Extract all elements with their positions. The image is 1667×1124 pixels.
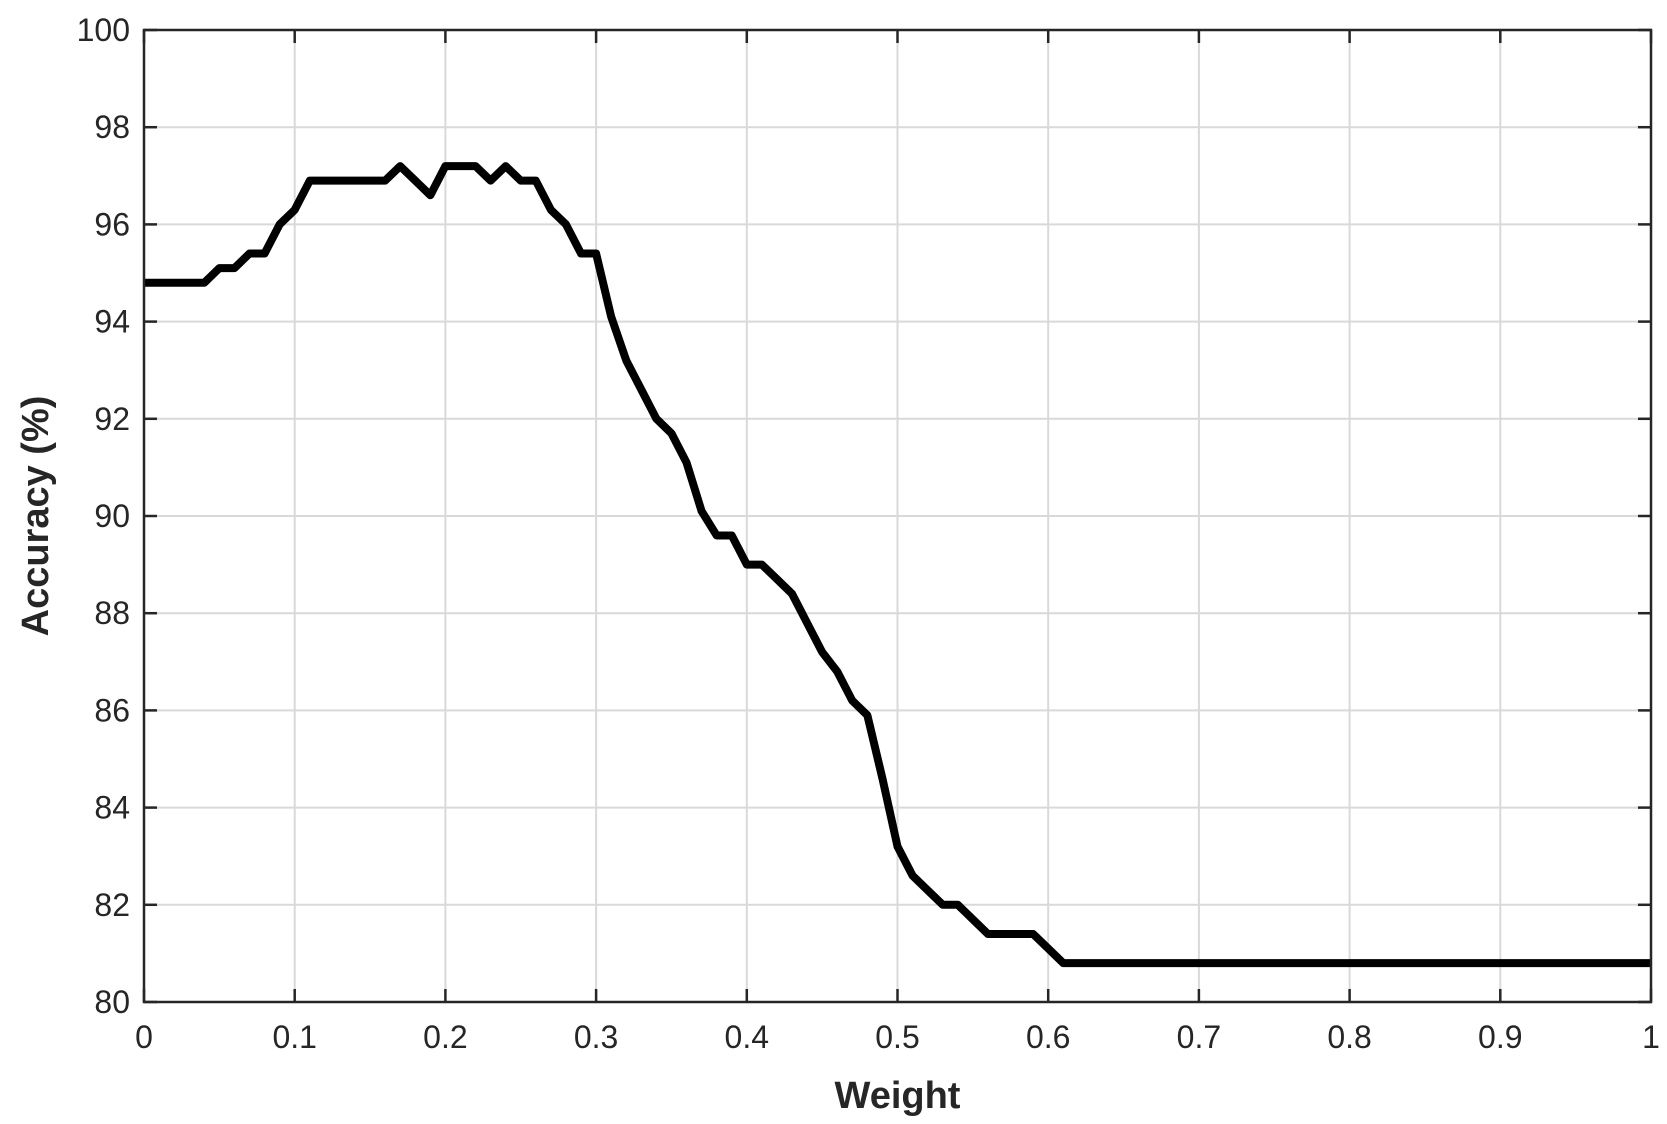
x-tick-label: 0.8 [1327,1019,1371,1055]
x-tick-label: 0 [135,1019,153,1055]
y-tick-label: 82 [94,887,130,923]
x-tick-label: 0.1 [272,1019,316,1055]
y-tick-label: 94 [94,304,130,340]
y-tick-label: 86 [94,692,130,728]
y-tick-label: 84 [94,790,130,826]
y-tick-label: 96 [94,206,130,242]
x-axis-label: Weight [835,1075,961,1117]
series-line-accuracy [144,162,1651,968]
x-tick-labels: 0 0.1 0.2 0.3 0.4 0.5 0.6 0.7 0.8 0.9 1 [135,1019,1660,1055]
x-tick-label: 0.3 [574,1019,618,1055]
x-tick-label: 0.7 [1177,1019,1221,1055]
y-tick-label: 80 [94,984,130,1020]
axes-box [142,28,1653,1004]
x-tick-label: 0.9 [1478,1019,1522,1055]
y-tick-labels: 80 82 84 86 88 90 92 94 96 98 100 [77,12,130,1020]
y-tick-label: 88 [94,595,130,631]
y-tick-label: 90 [94,498,130,534]
y-tick-label: 92 [94,401,130,437]
y-tick-label: 100 [77,12,130,48]
x-tick-label: 0.6 [1026,1019,1070,1055]
x-tick-label: 0.5 [875,1019,919,1055]
x-tick-label: 0.2 [423,1019,467,1055]
x-tick-label: 0.4 [725,1019,769,1055]
y-tick-label: 98 [94,109,130,145]
y-axis-label: Accuracy (%) [15,396,57,637]
x-tick-label: 1 [1642,1019,1660,1055]
